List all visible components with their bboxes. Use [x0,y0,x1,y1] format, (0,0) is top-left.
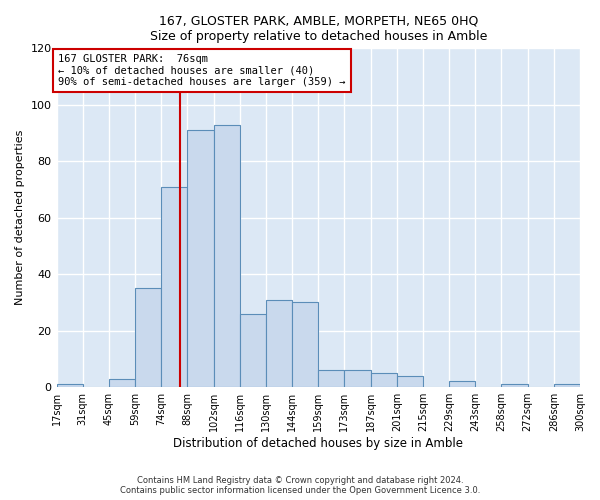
Bar [240,314,266,387]
Title: 167, GLOSTER PARK, AMBLE, MORPETH, NE65 0HQ
Size of property relative to detache: 167, GLOSTER PARK, AMBLE, MORPETH, NE65 … [149,15,487,43]
Bar [397,376,423,387]
Bar [371,373,397,387]
Bar [449,382,475,387]
Bar [502,384,527,387]
Y-axis label: Number of detached properties: Number of detached properties [15,130,25,306]
Bar [56,384,83,387]
Bar [318,370,344,387]
Bar [187,130,214,387]
X-axis label: Distribution of detached houses by size in Amble: Distribution of detached houses by size … [173,437,463,450]
Bar [214,124,240,387]
Bar [266,300,292,387]
Bar [554,384,580,387]
Bar [109,378,135,387]
Bar [344,370,371,387]
Text: 167 GLOSTER PARK:  76sqm
← 10% of detached houses are smaller (40)
90% of semi-d: 167 GLOSTER PARK: 76sqm ← 10% of detache… [58,54,346,87]
Text: Contains HM Land Registry data © Crown copyright and database right 2024.
Contai: Contains HM Land Registry data © Crown c… [120,476,480,495]
Bar [292,302,318,387]
Bar [161,186,187,387]
Bar [135,288,161,387]
